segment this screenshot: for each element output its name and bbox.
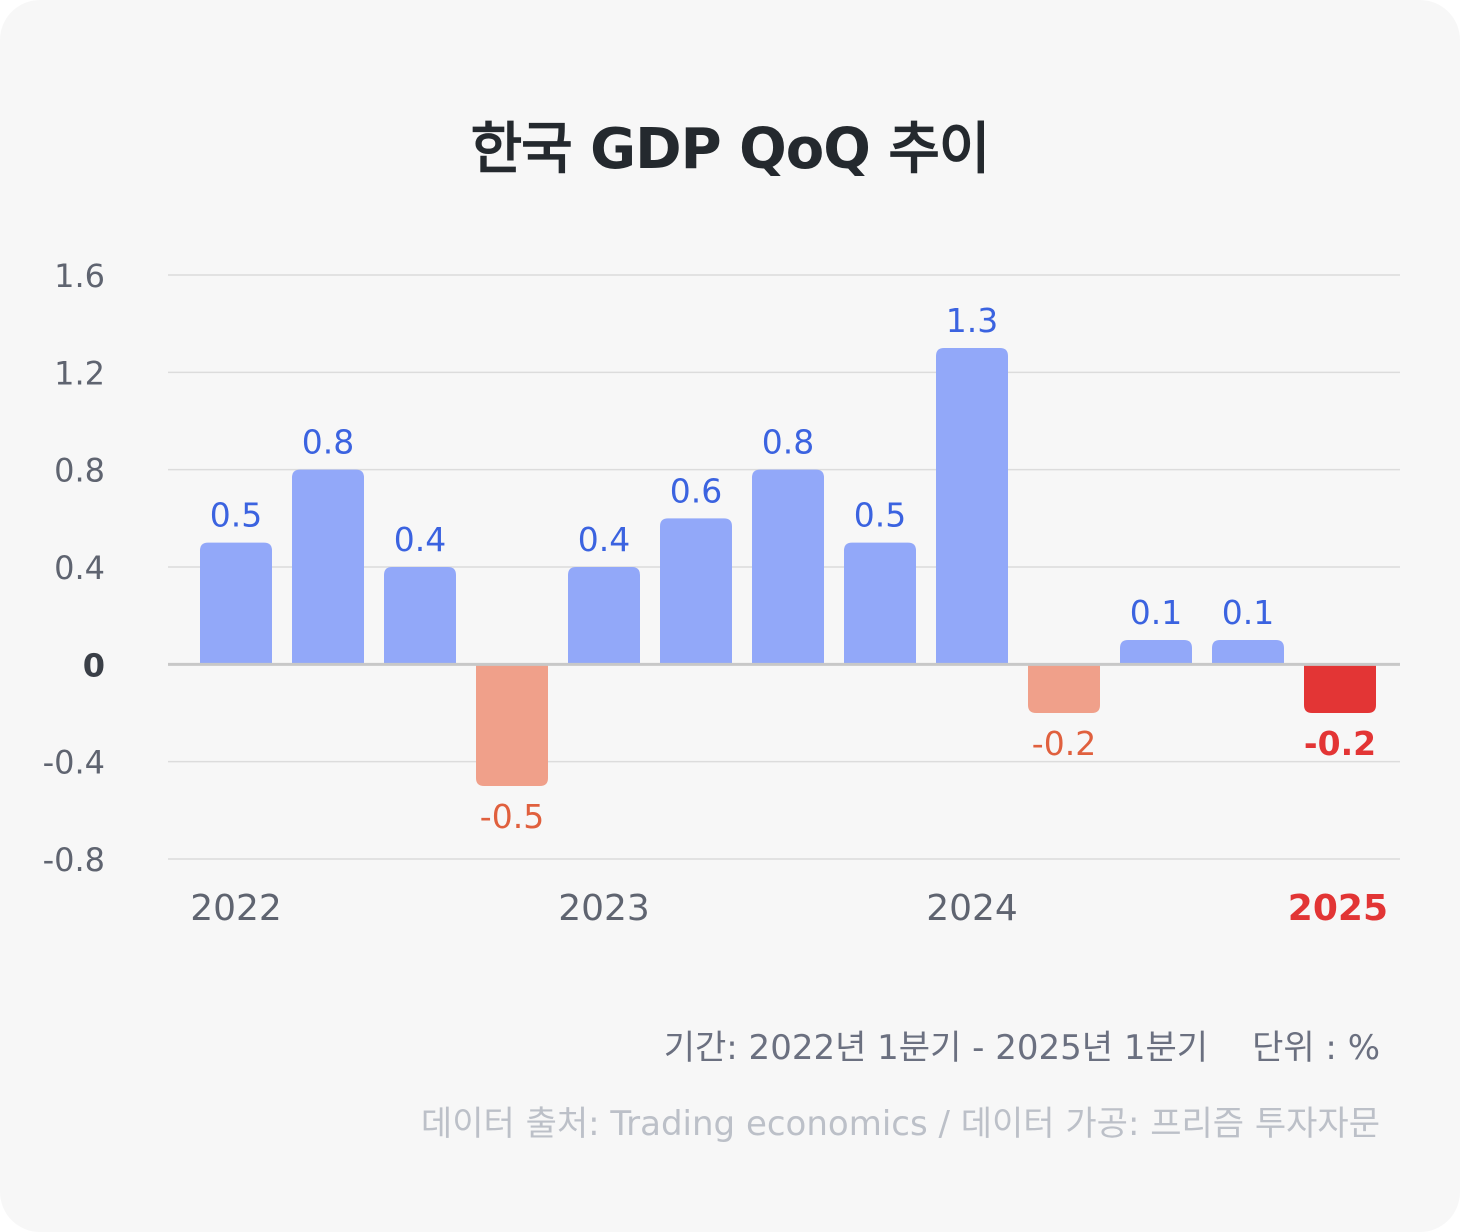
y-tick-label: 0: [83, 646, 105, 684]
bars: [200, 348, 1376, 786]
bar-value-label: 0.1: [1222, 593, 1274, 632]
y-tick-label: 0.8: [54, 452, 105, 490]
bar-value-label: -0.2: [1304, 724, 1376, 763]
bar: [1028, 664, 1100, 713]
year-label: 2022: [190, 888, 282, 929]
y-axis-ticks: 1.6 1.2 0.8 0.4 0 -0.4 -0.8: [43, 257, 105, 879]
chart-title: 한국 GDP QoQ 추이: [470, 117, 991, 182]
bar-value-label: 1.3: [946, 301, 998, 340]
footer-period-unit: 기간: 2022년 1분기 - 2025년 1분기 단위 : %: [664, 1020, 1380, 1069]
year-label: 2024: [926, 888, 1018, 929]
bar: [660, 518, 732, 665]
bar-value-label: 0.8: [302, 423, 354, 462]
unit-text: 단위 : %: [1252, 1028, 1380, 1068]
period-text: 기간: 2022년 1분기 - 2025년 1분기: [663, 1028, 1209, 1068]
bar: [200, 542, 272, 665]
y-tick-label: -0.8: [43, 841, 105, 879]
y-tick-label: 1.6: [54, 257, 105, 295]
bar: [844, 542, 916, 665]
bar: [476, 664, 548, 786]
y-tick-label: 1.2: [54, 354, 105, 392]
bar-value-label: -0.5: [480, 797, 544, 836]
bar: [1120, 640, 1192, 665]
value-labels: 0.5 0.8 0.4 -0.5 0.4 0.6 0.8 0.5 1.3 -0.2 0.1 0.1 -0…: [210, 301, 1376, 836]
x-axis-year-labels: 2022 2023 2024 2025: [190, 888, 1388, 929]
y-tick-label: -0.4: [43, 744, 105, 782]
bar-value-label: 0.5: [854, 496, 906, 535]
bar-value-label: 0.4: [578, 520, 630, 559]
bar: [568, 567, 640, 665]
source-text: 데이터 출처: Trading economics / 데이터 가공: 프리즘 …: [420, 1104, 1380, 1144]
bar: [936, 348, 1008, 665]
y-tick-label: 0.4: [54, 549, 105, 587]
bar-value-label: 0.6: [670, 471, 722, 510]
year-label: 2025: [1288, 888, 1388, 929]
bar: [1212, 640, 1284, 665]
bar-value-label: 0.1: [1130, 593, 1182, 632]
bar-value-label: -0.2: [1032, 724, 1096, 763]
bar: [1304, 664, 1376, 713]
bar-value-label: 0.5: [210, 496, 262, 535]
bar-value-label: 0.8: [762, 423, 814, 462]
bar: [292, 469, 364, 665]
bar-value-label: 0.4: [394, 520, 446, 559]
year-label: 2023: [558, 888, 650, 929]
bar: [384, 567, 456, 665]
bar: [752, 469, 824, 665]
